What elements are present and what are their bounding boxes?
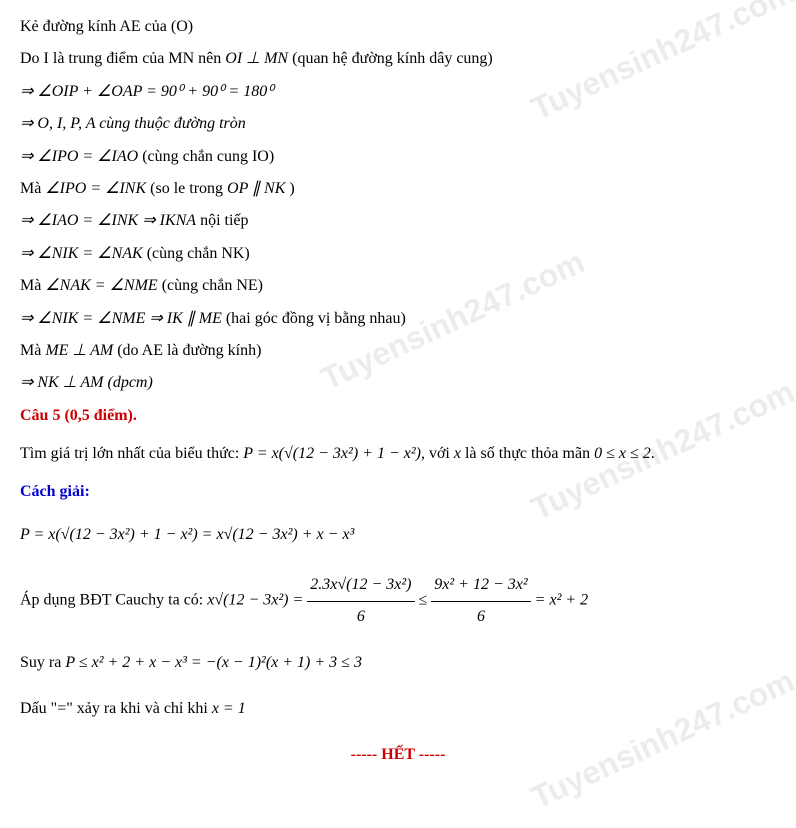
text: (cùng chắn cung IO): [138, 148, 274, 165]
math: ⇒ ∠NIK = ∠NME ⇒ IK ∥ ME: [20, 310, 222, 327]
fraction: 9x² + 12 − 3x² 6: [431, 570, 530, 632]
text-line: ⇒ ∠NIK = ∠NAK (cùng chắn NK): [20, 239, 776, 269]
text: (quan hệ đường kính dây cung): [288, 50, 493, 67]
text-line: Tìm giá trị lớn nhất của biểu thức: P = …: [20, 439, 776, 469]
text: Mà: [20, 342, 45, 359]
text: (cùng chắn NE): [158, 277, 263, 294]
math: P ≤ x² + 2 + x − x³ = −(x − 1)²(x + 1) +…: [65, 654, 362, 671]
math-line: ⇒ NK ⊥ AM (dpcm): [20, 368, 776, 398]
denominator: 6: [307, 602, 414, 632]
math-line: P = x(√(12 − 3x²) + 1 − x²) = x√(12 − 3x…: [20, 520, 776, 550]
math: OP ∥ NK: [227, 180, 285, 197]
text-line: Mà ME ⊥ AM (do AE là đường kính): [20, 336, 776, 366]
text: (cùng chắn NK): [143, 245, 250, 262]
math: ME ⊥ AM: [45, 342, 113, 359]
math: ⇒ ∠IPO = ∠IAO: [20, 148, 138, 165]
math: x√(12 − 3x²): [207, 592, 288, 609]
math: ∠IPO = ∠INK: [45, 180, 146, 197]
text-line: Suy ra P ≤ x² + 2 + x − x³ = −(x − 1)²(x…: [20, 648, 776, 678]
text-line: ⇒ ∠IAO = ∠INK ⇒ IKNA nội tiếp: [20, 206, 776, 236]
text-line: ⇒ ∠IPO = ∠IAO (cùng chắn cung IO): [20, 142, 776, 172]
denominator: 6: [431, 602, 530, 632]
text: Do I là trung điểm của MN nên: [20, 50, 225, 67]
text: Suy ra: [20, 654, 65, 671]
numerator: 9x² + 12 − 3x²: [431, 570, 530, 601]
text: Dấu "=" xảy ra khi và chỉ khi: [20, 700, 212, 717]
text: Mà: [20, 180, 45, 197]
math: OI ⊥ MN: [225, 50, 288, 67]
text-line: Dấu "=" xảy ra khi và chỉ khi x = 1: [20, 694, 776, 724]
math: ∠NAK = ∠NME: [45, 277, 157, 294]
math-expression: P = x(√(12 − 3x²) + 1 − x²): [243, 445, 421, 462]
text-line: Mà ∠NAK = ∠NME (cùng chắn NE): [20, 271, 776, 301]
numerator: 2.3x√(12 − 3x²): [307, 570, 414, 601]
heading-cau5: Câu 5 (0,5 điểm).: [20, 401, 776, 431]
math-line: ⇒ ∠OIP + ∠OAP = 90⁰ + 90⁰ = 180⁰: [20, 77, 776, 107]
text: (do AE là đường kính): [113, 342, 261, 359]
math-line: ⇒ O, I, P, A cùng thuộc đường tròn: [20, 109, 776, 139]
text-line: Kẻ đường kính AE của (O): [20, 12, 776, 42]
text: nội tiếp: [196, 212, 248, 229]
text: ): [285, 180, 294, 197]
math: ⇒ ∠IAO = ∠INK ⇒ IKNA: [20, 212, 196, 229]
text-line: Do I là trung điểm của MN nên OI ⊥ MN (q…: [20, 44, 776, 74]
text: (so le trong: [146, 180, 227, 197]
math: x = 1: [212, 700, 246, 717]
math: x: [454, 445, 461, 462]
text: Mà: [20, 277, 45, 294]
equals: =: [535, 592, 550, 609]
equals: =: [292, 592, 307, 609]
text: (hai góc đồng vị bằng nhau): [222, 310, 406, 327]
end-marker: ----- HẾT -----: [20, 740, 776, 770]
text-line: Áp dụng BĐT Cauchy ta có: x√(12 − 3x²) =…: [20, 570, 776, 632]
text: Tìm giá trị lớn nhất của biểu thức:: [20, 445, 243, 462]
math: x² + 2: [549, 592, 588, 609]
text: là số thực thỏa mãn: [461, 445, 594, 462]
heading-cachgiai: Cách giải:: [20, 477, 776, 507]
text: , với: [421, 445, 454, 462]
text-line: ⇒ ∠NIK = ∠NME ⇒ IK ∥ ME (hai góc đồng vị…: [20, 304, 776, 334]
text: .: [651, 445, 655, 462]
fraction: 2.3x√(12 − 3x²) 6: [307, 570, 414, 632]
text: Áp dụng BĐT Cauchy ta có:: [20, 592, 207, 609]
leq: ≤: [419, 592, 432, 609]
text-line: Mà ∠IPO = ∠INK (so le trong OP ∥ NK ): [20, 174, 776, 204]
math: 0 ≤ x ≤ 2: [594, 445, 651, 462]
math: ⇒ ∠NIK = ∠NAK: [20, 245, 143, 262]
